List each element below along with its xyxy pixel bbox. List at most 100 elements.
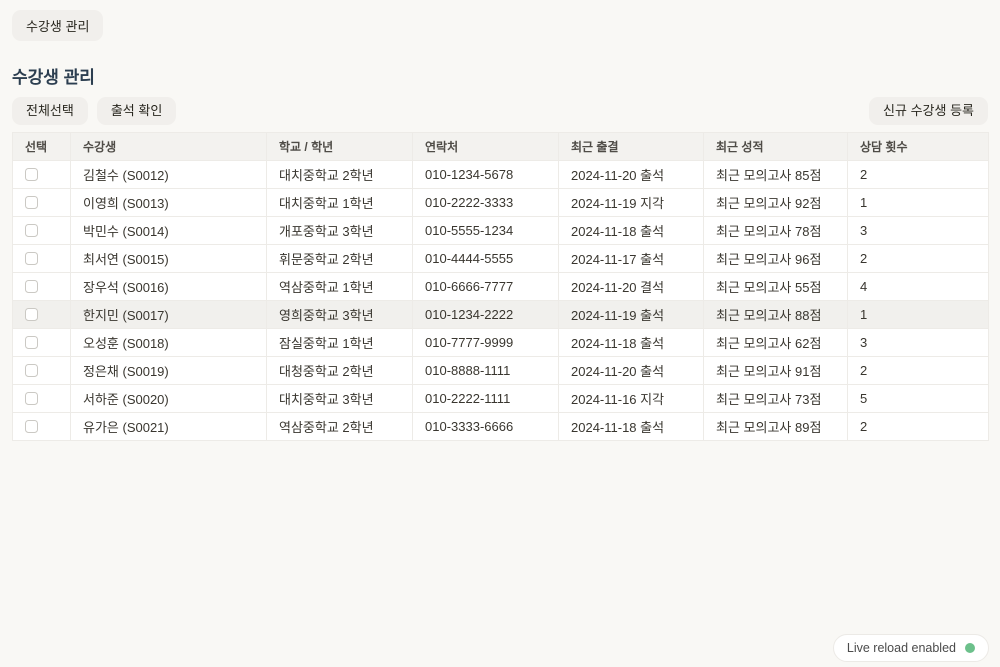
table-row[interactable]: 한지민 (S0017) 영희중학교 3학년 010-1234-2222 2024… [12,300,989,329]
select-cell [12,412,71,441]
students-table-header: 선택 수강생 학교 / 학년 연락처 최근 출결 최근 성적 상담 횟수 [12,132,989,161]
counsel-count-cell: 2 [847,160,989,189]
counsel-count-cell: 1 [847,300,989,329]
col-header-counsel: 상담 횟수 [847,132,989,161]
student-cell: 한지민 (S0017) [70,300,267,329]
student-cell: 김철수 (S0012) [70,160,267,189]
counsel-count-cell: 3 [847,216,989,245]
student-cell: 정은채 (S0019) [70,356,267,385]
col-header-student: 수강생 [70,132,267,161]
student-cell: 박민수 (S0014) [70,216,267,245]
select-cell [12,272,71,301]
table-row[interactable]: 정은채 (S0019) 대청중학교 2학년 010-8888-1111 2024… [12,356,989,385]
phone-cell: 010-6666-7777 [412,272,559,301]
school-cell: 휘문중학교 2학년 [266,244,413,273]
table-row[interactable]: 김철수 (S0012) 대치중학교 2학년 010-1234-5678 2024… [12,160,989,189]
student-cell: 서하준 (S0020) [70,384,267,413]
grade-cell: 최근 모의고사 55점 [703,272,848,301]
col-header-grade: 최근 성적 [703,132,848,161]
row-checkbox[interactable] [25,252,38,265]
row-checkbox[interactable] [25,420,38,433]
counsel-count-cell: 3 [847,328,989,357]
attendance-cell: 2024-11-20 결석 [558,272,704,301]
student-cell: 장우석 (S0016) [70,272,267,301]
counsel-count-cell: 4 [847,272,989,301]
grade-cell: 최근 모의고사 92점 [703,188,848,217]
row-checkbox[interactable] [25,392,38,405]
select-cell [12,328,71,357]
student-cell: 오성훈 (S0018) [70,328,267,357]
grade-cell: 최근 모의고사 78점 [703,216,848,245]
live-reload-label: Live reload enabled [846,641,956,655]
live-reload-badge: Live reload enabled [832,634,989,662]
attendance-cell: 2024-11-18 출석 [558,412,704,441]
select-cell [12,216,71,245]
toolbar-left-group: 전체선택 출석 확인 [12,97,177,125]
school-cell: 대청중학교 2학년 [266,356,413,385]
phone-cell: 010-8888-1111 [412,356,559,385]
grade-cell: 최근 모의고사 91점 [703,356,848,385]
row-checkbox[interactable] [25,224,38,237]
col-header-school: 학교 / 학년 [266,132,413,161]
table-row[interactable]: 유가은 (S0021) 역삼중학교 2학년 010-3333-6666 2024… [12,412,989,441]
col-header-phone: 연락처 [412,132,559,161]
attendance-cell: 2024-11-18 출석 [558,328,704,357]
phone-cell: 010-2222-1111 [412,384,559,413]
school-cell: 역삼중학교 2학년 [266,412,413,441]
select-all-button[interactable]: 전체선택 [12,97,88,125]
attendance-cell: 2024-11-20 출석 [558,160,704,189]
phone-cell: 010-2222-3333 [412,188,559,217]
col-header-select: 선택 [12,132,71,161]
col-header-attendance: 최근 출결 [558,132,704,161]
toolbar: 전체선택 출석 확인 신규 수강생 등록 [12,97,988,125]
student-cell: 이영희 (S0013) [70,188,267,217]
phone-cell: 010-4444-5555 [412,244,559,273]
select-cell [12,384,71,413]
grade-cell: 최근 모의고사 73점 [703,384,848,413]
students-table: 선택 수강생 학교 / 학년 연락처 최근 출결 최근 성적 상담 횟수 김철수… [12,132,989,441]
live-reload-status-dot-icon [965,643,975,653]
select-cell [12,356,71,385]
new-student-register-button[interactable]: 신규 수강생 등록 [869,97,988,125]
student-cell: 최서연 (S0015) [70,244,267,273]
counsel-count-cell: 2 [847,244,989,273]
nav-tab-student-management[interactable]: 수강생 관리 [12,10,104,41]
table-row[interactable]: 장우석 (S0016) 역삼중학교 1학년 010-6666-7777 2024… [12,272,989,301]
school-cell: 대치중학교 2학년 [266,160,413,189]
table-row[interactable]: 오성훈 (S0018) 잠실중학교 1학년 010-7777-9999 2024… [12,328,989,357]
attendance-cell: 2024-11-19 지각 [558,188,704,217]
attendance-cell: 2024-11-19 출석 [558,300,704,329]
school-cell: 대치중학교 1학년 [266,188,413,217]
phone-cell: 010-1234-2222 [412,300,559,329]
table-row[interactable]: 박민수 (S0014) 개포중학교 3학년 010-5555-1234 2024… [12,216,989,245]
grade-cell: 최근 모의고사 88점 [703,300,848,329]
row-checkbox[interactable] [25,168,38,181]
phone-cell: 010-1234-5678 [412,160,559,189]
counsel-count-cell: 2 [847,412,989,441]
counsel-count-cell: 1 [847,188,989,217]
table-row[interactable]: 최서연 (S0015) 휘문중학교 2학년 010-4444-5555 2024… [12,244,989,273]
row-checkbox[interactable] [25,336,38,349]
page-title: 수강생 관리 [12,68,95,87]
grade-cell: 최근 모의고사 62점 [703,328,848,357]
row-checkbox[interactable] [25,280,38,293]
attendance-check-button[interactable]: 출석 확인 [96,97,177,125]
row-checkbox[interactable] [25,308,38,321]
attendance-cell: 2024-11-17 출석 [558,244,704,273]
student-cell: 유가은 (S0021) [70,412,267,441]
select-cell [12,160,71,189]
school-cell: 개포중학교 3학년 [266,216,413,245]
students-table-body: 김철수 (S0012) 대치중학교 2학년 010-1234-5678 2024… [12,160,989,441]
school-cell: 잠실중학교 1학년 [266,328,413,357]
school-cell: 대치중학교 3학년 [266,384,413,413]
school-cell: 영희중학교 3학년 [266,300,413,329]
select-cell [12,300,71,329]
phone-cell: 010-3333-6666 [412,412,559,441]
row-checkbox[interactable] [25,196,38,209]
row-checkbox[interactable] [25,364,38,377]
table-row[interactable]: 서하준 (S0020) 대치중학교 3학년 010-2222-1111 2024… [12,384,989,413]
school-cell: 역삼중학교 1학년 [266,272,413,301]
table-row[interactable]: 이영희 (S0013) 대치중학교 1학년 010-2222-3333 2024… [12,188,989,217]
grade-cell: 최근 모의고사 89점 [703,412,848,441]
grade-cell: 최근 모의고사 96점 [703,244,848,273]
